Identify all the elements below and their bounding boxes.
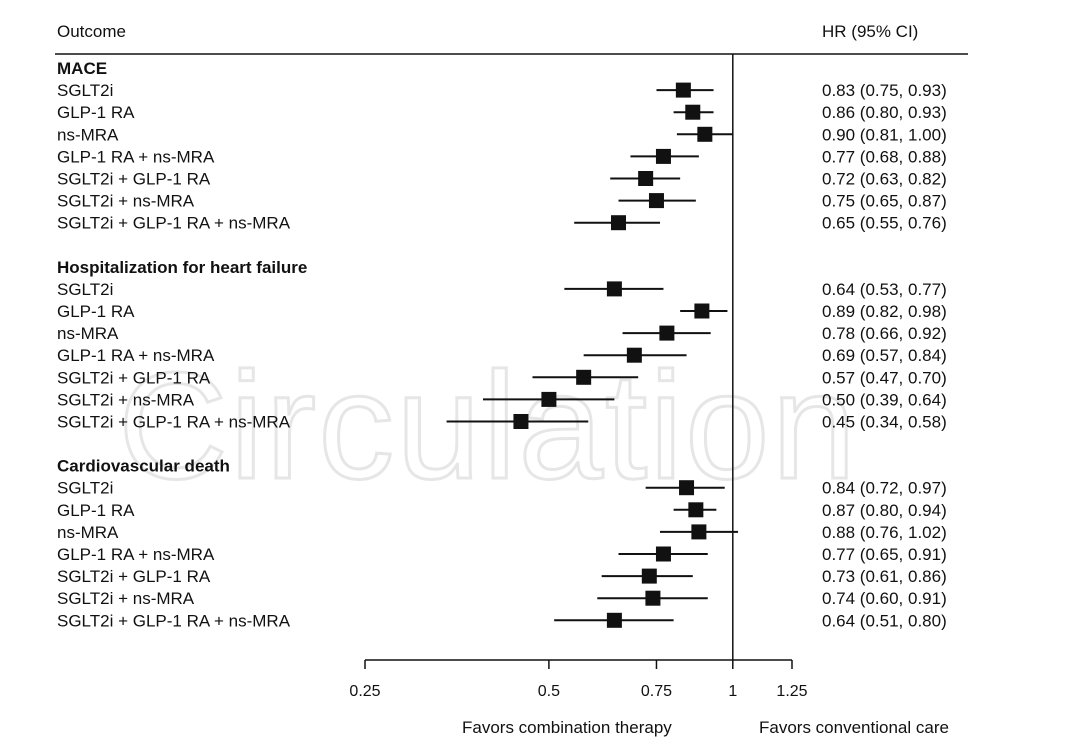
x-tick-label: 0.75 [641,683,672,700]
row-label: SGLT2i + GLP-1 RA + ns-MRA [57,611,291,630]
x-tick-label: 1.25 [776,683,807,700]
group-heading: MACE [57,59,107,78]
hr-ci-value: 0.69 (0.57, 0.84) [822,346,947,365]
hr-ci-value: 0.84 (0.72, 0.97) [822,479,947,498]
hr-ci-value: 0.77 (0.65, 0.91) [822,545,947,564]
hr-point-marker [675,82,691,98]
row-label: GLP-1 RA [57,302,135,321]
hr-ci-value: 0.64 (0.51, 0.80) [822,611,947,630]
group-heading: Hospitalization for heart failure [57,258,307,277]
row-label: GLP-1 RA + ns-MRA [57,545,215,564]
hr-ci-value: 0.78 (0.66, 0.92) [822,324,947,343]
hr-point-marker [576,369,592,385]
x-tick-label: 1 [728,683,737,700]
hr-point-marker [691,524,707,540]
x-tick-label: 0.5 [538,683,560,700]
row-label: SGLT2i [57,280,113,299]
hr-ci-value: 0.50 (0.39, 0.64) [822,390,947,409]
x-tick-label: 0.25 [349,683,380,700]
row-label: GLP-1 RA [57,501,135,520]
hr-point-marker [655,148,671,164]
hr-column-header: HR (95% CI) [822,22,918,41]
hr-point-marker [679,480,695,496]
row-label: GLP-1 RA + ns-MRA [57,346,215,365]
hr-point-marker [606,281,622,297]
row-label: SGLT2i [57,81,113,100]
hr-ci-value: 0.89 (0.82, 0.98) [822,302,947,321]
hr-point-marker [513,414,529,429]
forest-rows: MACE SGLT2i 0.83 (0.75, 0.93) GLP-1 RA 0.86 … [57,59,947,630]
hr-ci-value: 0.72 (0.63, 0.82) [822,170,947,189]
row-label: SGLT2i + ns-MRA [57,390,195,409]
row-label: SGLT2i + GLP-1 RA + ns-MRA [57,413,291,432]
hr-point-marker [638,171,654,186]
hr-point-marker [688,502,704,518]
row-label: ns-MRA [57,125,119,144]
hr-ci-value: 0.88 (0.76, 1.02) [822,523,947,542]
hr-point-marker [606,612,622,628]
hr-ci-value: 0.77 (0.68, 0.88) [822,147,947,166]
hr-point-marker [645,590,661,606]
hr-ci-value: 0.83 (0.75, 0.93) [822,81,947,100]
watermark: Circulation [118,341,858,511]
hr-ci-value: 0.65 (0.55, 0.76) [822,214,947,233]
hr-ci-value: 0.74 (0.60, 0.91) [822,589,947,608]
favors-combination-label: Favors combination therapy [462,718,672,737]
hr-point-marker [648,193,664,209]
row-label: SGLT2i + GLP-1 RA [57,567,211,586]
hr-ci-value: 0.87 (0.80, 0.94) [822,501,947,520]
hr-ci-value: 0.64 (0.53, 0.77) [822,280,947,299]
row-label: ns-MRA [57,523,119,542]
group-heading: Cardiovascular death [57,457,230,476]
row-label: SGLT2i + ns-MRA [57,589,195,608]
hr-ci-value: 0.90 (0.81, 1.00) [822,125,947,144]
row-label: SGLT2i + GLP-1 RA + ns-MRA [57,214,291,233]
row-label: GLP-1 RA [57,103,135,122]
hr-point-marker [685,104,701,120]
row-label: SGLT2i + GLP-1 RA [57,368,211,387]
hr-point-marker [697,126,713,142]
hr-point-marker [611,215,627,231]
hr-ci-value: 0.73 (0.61, 0.86) [822,567,947,586]
hr-point-marker [659,325,675,341]
hr-point-marker [655,546,671,562]
hr-ci-value: 0.57 (0.47, 0.70) [822,368,947,387]
hr-point-marker [641,568,657,584]
hr-point-marker [694,303,710,319]
row-label: SGLT2i [57,479,113,498]
row-label: ns-MRA [57,324,119,343]
hr-ci-value: 0.86 (0.80, 0.93) [822,103,947,122]
favors-conventional-label: Favors conventional care [759,718,949,737]
hr-ci-value: 0.45 (0.34, 0.58) [822,413,947,432]
row-label: GLP-1 RA + ns-MRA [57,147,215,166]
hr-point-marker [626,347,642,363]
hr-point-marker [541,391,557,407]
row-label: SGLT2i + ns-MRA [57,192,195,211]
outcome-column-header: Outcome [57,22,126,41]
row-label: SGLT2i + GLP-1 RA [57,170,211,189]
x-axis: 0.25 0.5 0.75 1 1.25 [349,659,808,700]
hr-ci-value: 0.75 (0.65, 0.87) [822,192,947,211]
